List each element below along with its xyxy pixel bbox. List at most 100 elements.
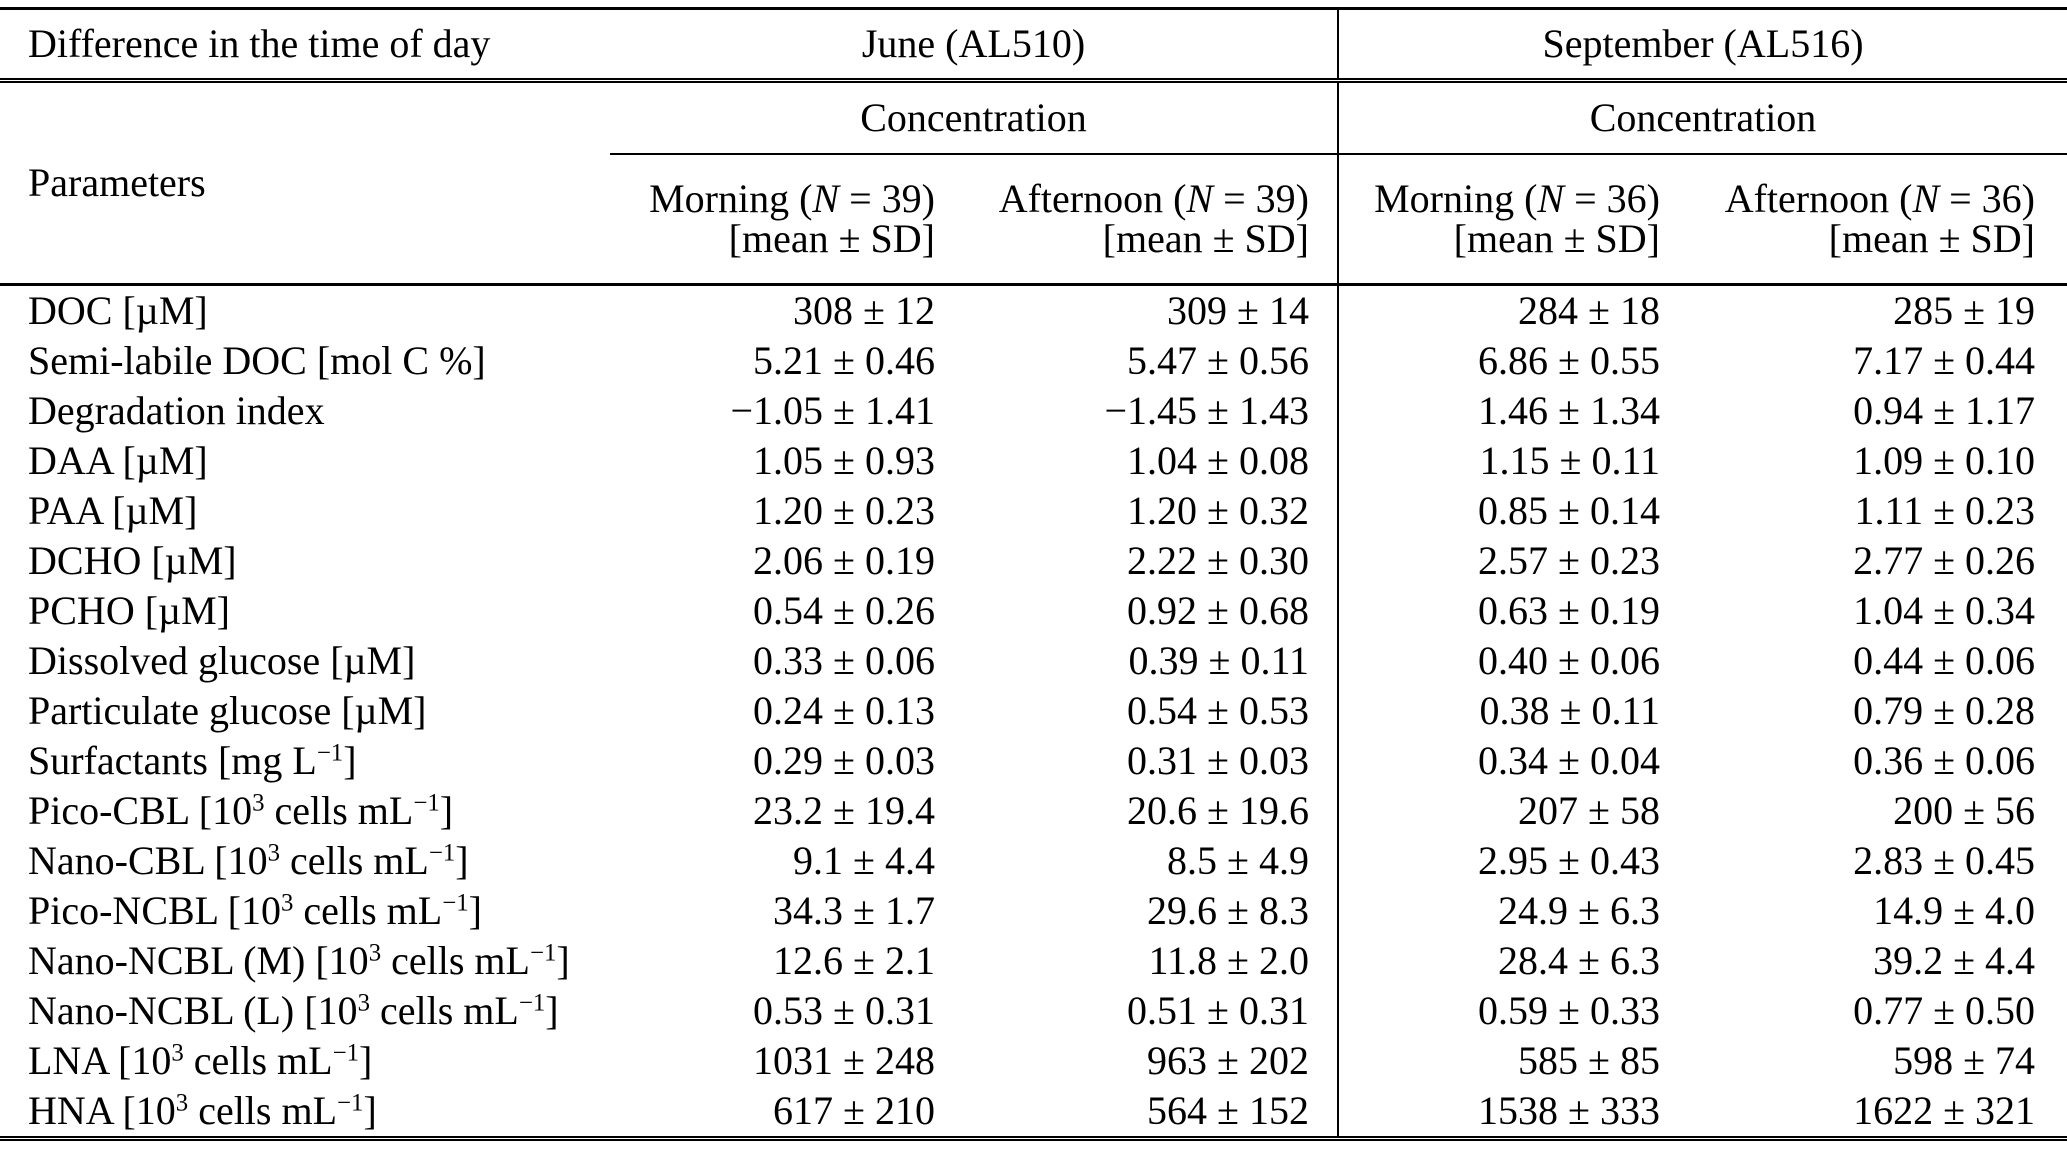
value-cell: 6.86 ± 0.55 — [1337, 336, 1680, 386]
table-row: Nano-CBL [103 cells mL−1] 9.1 ± 4.4 8.5 ± … — [0, 836, 2067, 886]
table-row: LNA [103 cells mL−1] 1031 ± 248 963 ± 202 5… — [0, 1036, 2067, 1086]
value-cell: 617 ± 210 — [773, 1088, 935, 1133]
value-cell: 0.33 ± 0.06 — [753, 638, 935, 683]
parameter-cell: Nano-CBL [103 cells mL−1] — [28, 838, 469, 883]
value-cell: 1.15 ± 0.11 — [1337, 436, 1680, 486]
value-cell: 0.85 ± 0.14 — [1337, 486, 1680, 536]
value-cell: 598 ± 74 — [1893, 1038, 2036, 1083]
value-cell: 12.6 ± 2.1 — [773, 938, 935, 983]
value-cell: 14.9 ± 4.0 — [1873, 888, 2036, 933]
column-header-line2: [mean ± SD] — [1453, 216, 1660, 261]
column-header-line1: Afternoon (N = 36) — [1724, 176, 2036, 221]
value-cell: 0.34 ± 0.04 — [1337, 736, 1680, 786]
value-cell: −1.45 ± 1.43 — [1104, 388, 1309, 433]
value-cell: 0.31 ± 0.03 — [1127, 738, 1309, 783]
value-cell: 1.46 ± 1.34 — [1337, 386, 1680, 436]
value-cell: 1.20 ± 0.32 — [1127, 488, 1309, 533]
table-body: DOC [µM] 308 ± 12 309 ± 14 284 ± 18 285 ± 19… — [0, 284, 2067, 1139]
parameter-cell: Particulate glucose [µM] — [28, 688, 427, 733]
value-cell: 0.36 ± 0.06 — [1853, 738, 2036, 783]
value-cell: 0.44 ± 0.06 — [1853, 638, 2036, 683]
measurements-table: Difference in the time of day June (AL51… — [0, 7, 2067, 1141]
value-cell: 28.4 ± 6.3 — [1337, 936, 1680, 986]
column-header-june-morning: Morning (N = 39) [mean ± SD] — [610, 154, 955, 285]
value-cell: 24.9 ± 6.3 — [1337, 886, 1680, 936]
value-cell: 285 ± 19 — [1893, 288, 2036, 333]
value-cell: 207 ± 58 — [1337, 786, 1680, 836]
value-cell: 1.05 ± 0.93 — [753, 438, 935, 483]
value-cell: 11.8 ± 2.0 — [1148, 938, 1309, 983]
value-cell: 0.79 ± 0.28 — [1853, 688, 2036, 733]
value-cell: 0.94 ± 1.17 — [1853, 388, 2036, 433]
header-row-concentration: Parameters Concentration Concentration — [0, 80, 2067, 203]
value-cell: 0.77 ± 0.50 — [1853, 988, 2036, 1033]
parameter-cell: PAA [µM] — [28, 488, 198, 533]
parameter-cell: Semi-labile DOC [mol C %] — [28, 338, 486, 383]
column-header-september-afternoon: Afternoon (N = 36) [mean ± SD] — [1680, 154, 2067, 285]
column-header-line1: Afternoon (N = 39) — [998, 176, 1309, 221]
column-header-line2: [mean ± SD] — [1828, 216, 2036, 261]
parameter-cell: DOC [µM] — [28, 288, 208, 333]
concentration-label-june: Concentration — [610, 80, 1338, 155]
table-row: DCHO [µM] 2.06 ± 0.19 2.22 ± 0.30 2.57 ± 0.… — [0, 536, 2067, 586]
column-header-september-morning: Morning (N = 36) [mean ± SD] — [1337, 154, 1680, 285]
value-cell: 1538 ± 333 — [1337, 1086, 1680, 1139]
value-cell: 0.59 ± 0.33 — [1337, 986, 1680, 1036]
column-header-line2: [mean ± SD] — [728, 216, 935, 261]
value-cell: 29.6 ± 8.3 — [1147, 888, 1309, 933]
table-header: Difference in the time of day June (AL51… — [0, 8, 2067, 285]
parameter-cell: Surfactants [mg L−1] — [28, 738, 357, 783]
value-cell: 7.17 ± 0.44 — [1853, 338, 2036, 383]
value-cell: 0.92 ± 0.68 — [1127, 588, 1309, 633]
group-header-september: September (AL516) — [1336, 8, 2067, 83]
parameter-cell: Dissolved glucose [µM] — [28, 638, 416, 683]
parameter-cell: DCHO [µM] — [28, 538, 237, 583]
value-cell: 5.21 ± 0.46 — [753, 338, 935, 383]
value-cell: 0.40 ± 0.06 — [1337, 636, 1680, 686]
value-cell: 308 ± 12 — [793, 288, 935, 333]
group-header-june: June (AL510) — [610, 8, 1338, 83]
value-cell: 0.24 ± 0.13 — [753, 688, 935, 733]
parameters-label: Parameters — [28, 160, 206, 205]
parameter-cell: Nano-NCBL (M) [103 cells mL−1] — [28, 938, 570, 983]
header-row-columns: Morning (N = 39) [mean ± SD] Afternoon (… — [0, 154, 2067, 285]
value-cell: 200 ± 56 — [1893, 788, 2036, 833]
value-cell: 2.22 ± 0.30 — [1127, 538, 1309, 583]
value-cell: 34.3 ± 1.7 — [773, 888, 935, 933]
value-cell: 0.63 ± 0.19 — [1337, 586, 1680, 636]
value-cell: 564 ± 152 — [1147, 1088, 1309, 1133]
value-cell: 0.54 ± 0.53 — [1127, 688, 1309, 733]
value-cell: 0.53 ± 0.31 — [753, 988, 935, 1033]
parameter-cell: PCHO [µM] — [28, 588, 230, 633]
value-cell: 9.1 ± 4.4 — [793, 838, 935, 883]
parameter-cell: DAA [µM] — [28, 438, 208, 483]
value-cell: 2.95 ± 0.43 — [1337, 836, 1680, 886]
value-cell: 1031 ± 248 — [753, 1038, 935, 1083]
table-row: DAA [µM] 1.05 ± 0.93 1.04 ± 0.08 1.15 ± 0.1… — [0, 436, 2067, 486]
value-cell: 585 ± 85 — [1337, 1036, 1680, 1086]
value-cell: −1.05 ± 1.41 — [730, 388, 935, 433]
table-row: Dissolved glucose [µM] 0.33 ± 0.06 0.39 ± … — [0, 636, 2067, 686]
parameter-cell: HNA [103 cells mL−1] — [28, 1088, 377, 1133]
value-cell: 2.77 ± 0.26 — [1853, 538, 2036, 583]
header-row-cruises: Difference in the time of day June (AL51… — [0, 8, 2067, 83]
parameter-cell: Pico-NCBL [103 cells mL−1] — [28, 888, 482, 933]
value-cell: 1.09 ± 0.10 — [1853, 438, 2036, 483]
table-row: Nano-NCBL (L) [103 cells mL−1] 0.53 ± 0.3… — [0, 986, 2067, 1036]
value-cell: 8.5 ± 4.9 — [1167, 838, 1309, 883]
table-row: HNA [103 cells mL−1] 617 ± 210 564 ± 152 15… — [0, 1086, 2067, 1139]
value-cell: 0.51 ± 0.31 — [1127, 988, 1309, 1033]
parameter-cell: Pico-CBL [103 cells mL−1] — [28, 788, 454, 833]
table-row: Semi-labile DOC [mol C %] 5.21 ± 0.46 5.47… — [0, 336, 2067, 386]
value-cell: 0.29 ± 0.03 — [753, 738, 935, 783]
table-row: Pico-CBL [103 cells mL−1] 23.2 ± 19.4 20.6… — [0, 786, 2067, 836]
column-header-line1: Morning (N = 36) — [1374, 176, 1660, 221]
value-cell: 309 ± 14 — [1167, 288, 1309, 333]
value-cell: 284 ± 18 — [1337, 284, 1680, 336]
table-row: PCHO [µM] 0.54 ± 0.26 0.92 ± 0.68 0.63 ± 0.… — [0, 586, 2067, 636]
value-cell: 23.2 ± 19.4 — [753, 788, 935, 833]
value-cell: 39.2 ± 4.4 — [1873, 938, 2036, 983]
value-cell: 2.06 ± 0.19 — [753, 538, 935, 583]
concentration-label-september: Concentration — [1336, 80, 2067, 155]
value-cell: 1.11 ± 0.23 — [1854, 488, 2036, 533]
